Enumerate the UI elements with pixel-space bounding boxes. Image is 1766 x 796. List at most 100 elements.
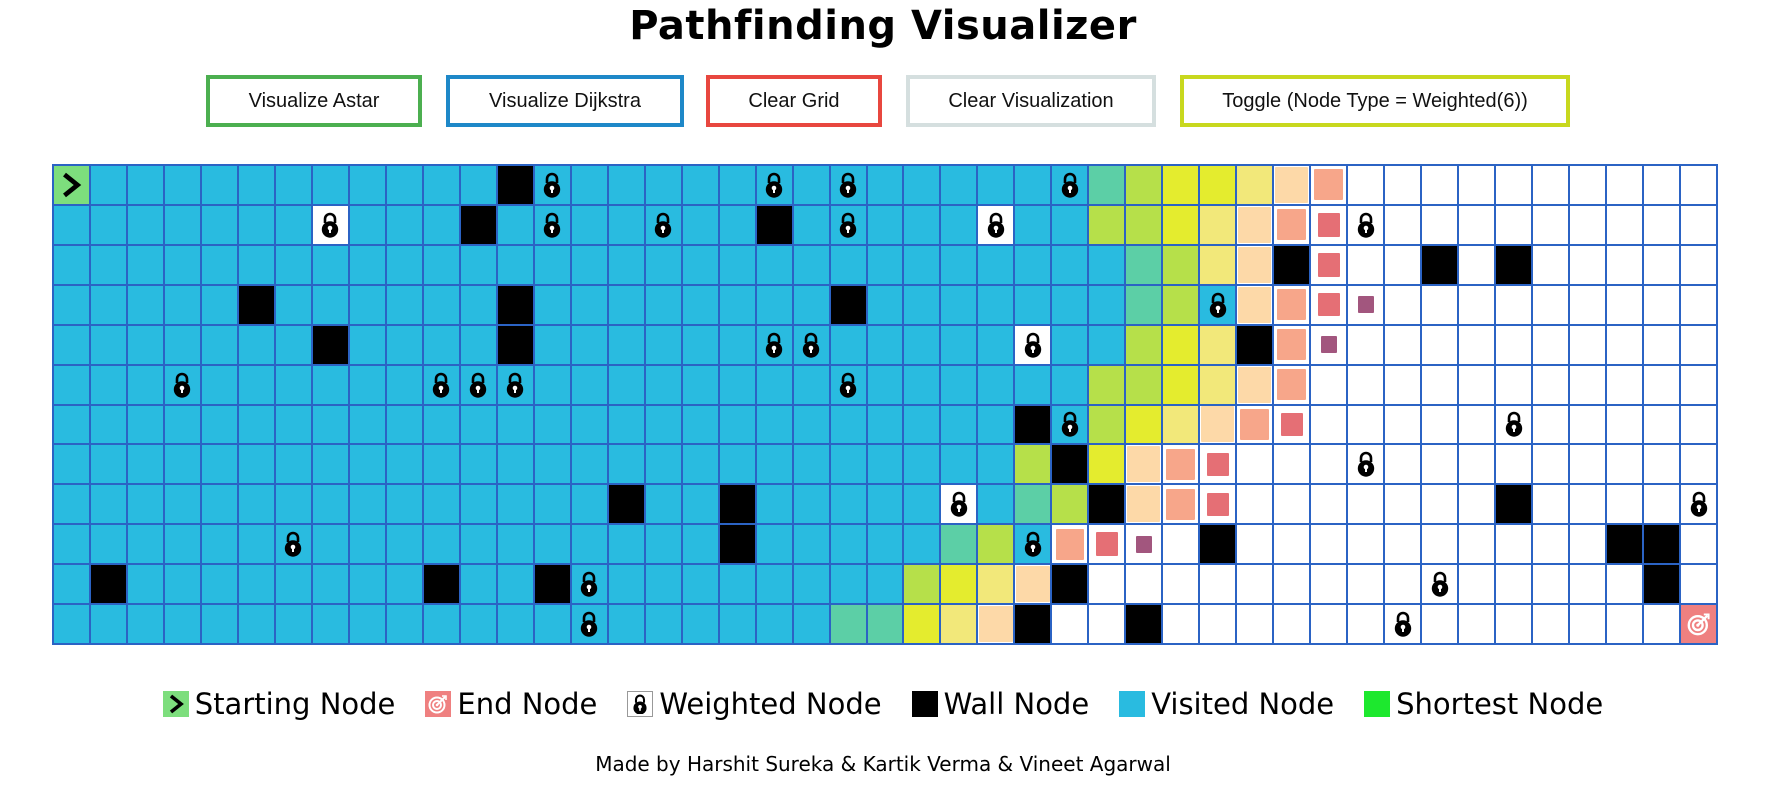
visited-node[interactable]	[977, 244, 1015, 285]
grid-cell[interactable]	[1347, 165, 1385, 205]
visited-node[interactable]	[792, 444, 830, 485]
grid-cell[interactable]	[1532, 404, 1570, 445]
grid-cell[interactable]	[1606, 604, 1644, 644]
grid-cell[interactable]	[1643, 244, 1681, 285]
grid-cell[interactable]	[1569, 444, 1607, 485]
weighted-node[interactable]	[1014, 324, 1052, 365]
weighted-node[interactable]	[1014, 524, 1052, 565]
grid-cell[interactable]	[1643, 324, 1681, 365]
grid-cell[interactable]	[1458, 484, 1496, 525]
frontier-node[interactable]	[1125, 284, 1163, 325]
wall-node[interactable]	[1273, 244, 1311, 285]
visited-node[interactable]	[311, 284, 349, 325]
weighted-node[interactable]	[163, 364, 201, 405]
visited-node[interactable]	[718, 564, 756, 605]
visited-node[interactable]	[755, 484, 793, 525]
grid-cell[interactable]	[1347, 324, 1385, 365]
grid-cell[interactable]	[1680, 204, 1717, 245]
visited-node[interactable]	[422, 244, 460, 285]
grid-cell[interactable]	[1384, 284, 1422, 325]
visited-node[interactable]	[200, 324, 238, 365]
visited-node[interactable]	[200, 244, 238, 285]
grid-cell[interactable]	[1458, 324, 1496, 365]
visited-node[interactable]	[570, 324, 608, 365]
wall-node[interactable]	[1051, 564, 1089, 605]
visited-node[interactable]	[348, 404, 386, 445]
visited-node[interactable]	[940, 204, 978, 245]
weighted-node[interactable]	[644, 204, 682, 245]
grid-cell[interactable]	[1421, 165, 1459, 205]
wall-node[interactable]	[311, 324, 349, 365]
visited-node[interactable]	[311, 604, 349, 644]
weighted-node[interactable]	[755, 324, 793, 365]
visited-node[interactable]	[1051, 324, 1089, 365]
grid-cell[interactable]	[1495, 324, 1533, 365]
visited-node[interactable]	[459, 564, 497, 605]
grid-cell[interactable]	[1421, 284, 1459, 325]
visited-node[interactable]	[200, 484, 238, 525]
weighted-node[interactable]	[496, 364, 534, 405]
grid-cell[interactable]	[1421, 204, 1459, 245]
visited-node[interactable]	[459, 604, 497, 644]
visited-node[interactable]	[792, 364, 830, 405]
frontier-node[interactable]	[1125, 444, 1163, 485]
visited-node[interactable]	[163, 165, 201, 205]
frontier-node[interactable]	[1199, 324, 1237, 365]
wall-node[interactable]	[1495, 244, 1533, 285]
grid-cell[interactable]	[1606, 284, 1644, 325]
weighted-node[interactable]	[1384, 604, 1422, 644]
visited-node[interactable]	[53, 284, 90, 325]
visited-node[interactable]	[274, 244, 312, 285]
frontier-node[interactable]	[1125, 404, 1163, 445]
frontier-node[interactable]	[1162, 324, 1200, 365]
visited-node[interactable]	[940, 444, 978, 485]
grid-cell[interactable]	[1236, 524, 1274, 565]
visited-node[interactable]	[977, 324, 1015, 365]
grid-cell[interactable]	[1458, 244, 1496, 285]
visited-node[interactable]	[126, 484, 164, 525]
grid-cell[interactable]	[1421, 604, 1459, 644]
frontier-node[interactable]	[1310, 324, 1348, 365]
visited-node[interactable]	[792, 564, 830, 605]
grid-cell[interactable]	[1606, 444, 1644, 485]
visited-node[interactable]	[681, 524, 719, 565]
visited-node[interactable]	[163, 284, 201, 325]
visited-node[interactable]	[533, 604, 571, 644]
grid-cell[interactable]	[1310, 604, 1348, 644]
visited-node[interactable]	[1088, 324, 1126, 365]
weighted-node[interactable]	[1495, 404, 1533, 445]
grid-cell[interactable]	[1532, 324, 1570, 365]
visited-node[interactable]	[755, 284, 793, 325]
frontier-node[interactable]	[1310, 284, 1348, 325]
start-node[interactable]	[53, 165, 90, 205]
grid-cell[interactable]	[1421, 404, 1459, 445]
visited-node[interactable]	[200, 284, 238, 325]
frontier-node[interactable]	[1236, 204, 1274, 245]
wall-node[interactable]	[496, 165, 534, 205]
visited-node[interactable]	[163, 484, 201, 525]
grid-cell[interactable]	[1606, 165, 1644, 205]
wall-node[interactable]	[755, 204, 793, 245]
grid-cell[interactable]	[1236, 604, 1274, 644]
wall-node[interactable]	[237, 284, 275, 325]
grid-cell[interactable]	[1495, 444, 1533, 485]
end-node[interactable]	[1680, 604, 1717, 644]
frontier-node[interactable]	[1088, 364, 1126, 405]
weighted-node[interactable]	[792, 324, 830, 365]
visited-node[interactable]	[200, 165, 238, 205]
clear-grid-button[interactable]: Clear Grid	[706, 75, 882, 127]
grid-cell[interactable]	[1273, 604, 1311, 644]
visited-node[interactable]	[903, 364, 941, 405]
visited-node[interactable]	[866, 484, 904, 525]
visited-node[interactable]	[607, 204, 645, 245]
visited-node[interactable]	[200, 364, 238, 405]
grid-cell[interactable]	[1236, 444, 1274, 485]
grid-cell[interactable]	[1532, 604, 1570, 644]
visited-node[interactable]	[385, 564, 423, 605]
frontier-node[interactable]	[1051, 524, 1089, 565]
visited-node[interactable]	[311, 484, 349, 525]
visited-node[interactable]	[163, 244, 201, 285]
weighted-node[interactable]	[459, 364, 497, 405]
frontier-node[interactable]	[1125, 324, 1163, 365]
visited-node[interactable]	[903, 404, 941, 445]
